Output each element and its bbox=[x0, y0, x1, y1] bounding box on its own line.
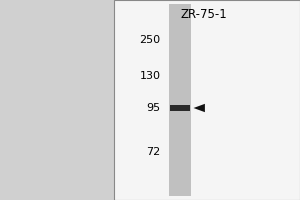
Text: 72: 72 bbox=[146, 147, 161, 157]
Bar bbox=[169, 4, 190, 196]
Text: 95: 95 bbox=[146, 103, 161, 113]
Text: 130: 130 bbox=[140, 71, 160, 81]
Polygon shape bbox=[194, 104, 205, 112]
Bar bbox=[170, 105, 190, 111]
Text: ZR-75-1: ZR-75-1 bbox=[181, 8, 227, 21]
Bar bbox=[114, 0, 300, 200]
Text: 250: 250 bbox=[140, 35, 160, 45]
Bar bbox=[0, 0, 114, 200]
